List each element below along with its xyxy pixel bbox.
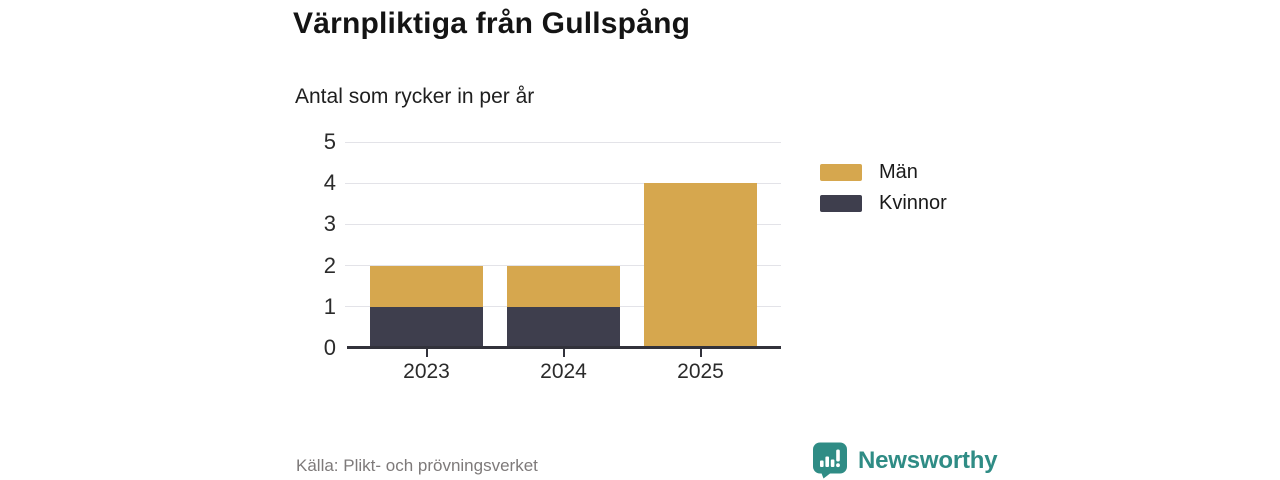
gridline-y5	[345, 141, 781, 143]
y-tick-label-2: 2	[323, 252, 336, 278]
chart-title: Värnpliktiga från Gullspång	[293, 7, 691, 40]
gridline-y3	[345, 223, 781, 225]
bar-2024-män	[507, 265, 620, 307]
gridline-y4	[345, 182, 781, 184]
bar-2024-kvinnor	[507, 306, 620, 348]
x-tick-label-2023: 2023	[403, 360, 450, 383]
newsworthy-logo-icon	[813, 442, 847, 479]
bar-2025-män	[644, 183, 757, 348]
y-tick-label-0: 0	[323, 335, 336, 360]
legend-label-män: Män	[879, 161, 918, 183]
x-axis-line	[347, 346, 781, 349]
y-tick-label-1: 1	[323, 293, 336, 319]
y-tick-label-4: 4	[323, 170, 336, 196]
y-tick-label-5: 5	[323, 129, 336, 154]
source-text: Källa: Plikt- och prövningsverket	[296, 456, 538, 475]
x-tick-mark-2024	[562, 349, 565, 357]
legend-swatch-kvinnor	[820, 194, 862, 212]
x-tick-mark-2025	[699, 349, 702, 357]
x-tick-mark-2023	[425, 349, 428, 357]
bar-2023-män	[370, 265, 483, 307]
legend: Män Kvinnor	[820, 161, 947, 225]
x-tick-label-2024: 2024	[540, 360, 587, 383]
x-axis: 2023 2024 2025	[347, 348, 781, 398]
bar-2023-kvinnor	[370, 306, 483, 348]
x-tick-label-2025: 2025	[677, 360, 724, 383]
chart-subtitle: Antal som rycker in per år	[295, 85, 535, 108]
y-tick-label-3: 3	[323, 211, 336, 237]
legend-item-män: Män	[820, 161, 947, 183]
legend-item-kvinnor: Kvinnor	[820, 192, 947, 214]
newsworthy-wordmark: Newsworthy	[858, 446, 998, 474]
legend-label-kvinnor: Kvinnor	[879, 192, 947, 214]
plot-area	[345, 141, 781, 349]
legend-swatch-män	[820, 163, 862, 181]
y-axis: 0 1 2 3 4 5	[288, 129, 336, 360]
gridline-y2	[345, 265, 781, 267]
newsworthy-logo: Newsworthy	[812, 442, 998, 479]
